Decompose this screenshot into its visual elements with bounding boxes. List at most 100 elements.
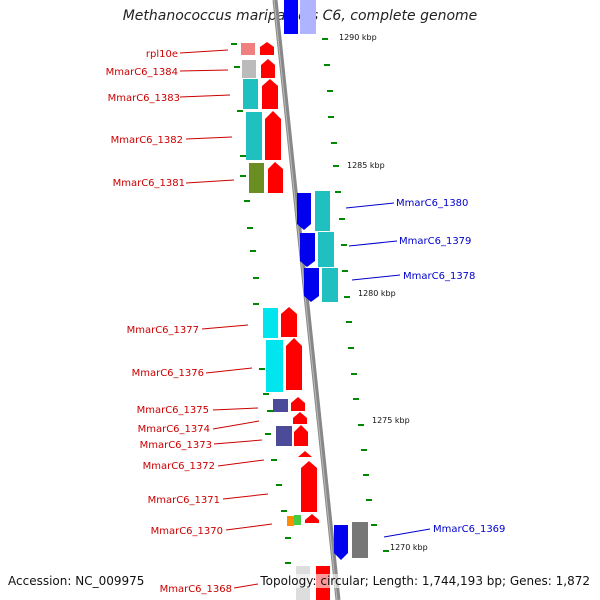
scale-dash	[322, 38, 328, 40]
gene-box-1380[interactable]	[315, 191, 330, 231]
scale-dash	[265, 433, 271, 435]
scale-dash	[361, 449, 367, 451]
gene-label-1373[interactable]: MmarC6_1373	[140, 440, 212, 451]
gene-arrow-1375[interactable]	[291, 397, 305, 411]
gene-arrow-1372[interactable]	[298, 451, 312, 457]
gene-arrow-1377[interactable]	[281, 307, 297, 337]
tick-label-1285: 1285 kbp	[347, 161, 385, 170]
gene-box-1384[interactable]	[242, 60, 256, 78]
tick-label-1270: 1270 kbp	[390, 543, 428, 552]
tick-label-1290: 1290 kbp	[339, 33, 377, 42]
gene-arrow-1378[interactable]	[304, 268, 319, 302]
gene-arrow-1371[interactable]	[301, 461, 317, 512]
scale-dash	[259, 368, 265, 370]
gene-box-1370-green[interactable]	[294, 515, 301, 525]
gene-label-rpl10e[interactable]: rpl10e	[146, 49, 178, 60]
gene-label-1380[interactable]: MmarC6_1380	[396, 198, 468, 209]
scale-dash	[353, 398, 359, 400]
gene-box-1383[interactable]	[243, 79, 258, 109]
gene-label-1375[interactable]: MmarC6_1375	[137, 405, 209, 416]
scale-dash	[366, 499, 372, 501]
gene-label-1376[interactable]: MmarC6_1376	[132, 368, 204, 379]
gene-arrow-1369[interactable]	[334, 525, 348, 560]
scale-dash	[324, 64, 330, 66]
gene-label-1370[interactable]: MmarC6_1370	[151, 526, 223, 537]
gene-arrow-1376[interactable]	[286, 338, 302, 390]
scale-dash	[231, 43, 237, 45]
scale-dash	[342, 270, 348, 272]
gene-arrow-1379[interactable]	[300, 233, 315, 267]
genome-backbone-highlight	[273, 0, 338, 600]
scale-dash	[363, 474, 369, 476]
scale-dash	[267, 410, 273, 412]
scale-dash	[281, 510, 287, 512]
scale-dash	[346, 321, 352, 323]
scale-dash	[285, 537, 291, 539]
scale-dash	[244, 200, 250, 202]
map-title: Methanococcus maripaludis C6, complete g…	[122, 8, 478, 24]
scale-dash	[383, 550, 389, 552]
gene-box-1377[interactable]	[263, 308, 278, 338]
scale-dash	[371, 524, 377, 526]
gene-arrow-1382[interactable]	[265, 111, 281, 160]
accession-text: Accession: NC_009975	[8, 574, 145, 588]
gene-label-1369[interactable]: MmarC6_1369	[433, 524, 505, 535]
gene-arrow-1370[interactable]	[305, 514, 319, 523]
genome-backbone	[272, 0, 341, 600]
gene-label-1381[interactable]: MmarC6_1381	[113, 178, 185, 189]
gene-reverse-top-light[interactable]	[300, 0, 316, 34]
scale-dash	[253, 303, 259, 305]
gene-arrow-1374[interactable]	[293, 412, 307, 424]
gene-box-1378[interactable]	[322, 268, 338, 302]
gene-arrow-1373[interactable]	[294, 425, 308, 446]
scale-dash	[341, 244, 347, 246]
scale-dash	[327, 90, 333, 92]
gene-arrow-1383[interactable]	[262, 79, 278, 109]
scale-dash	[237, 110, 243, 112]
gene-arrow-rpl10e[interactable]	[260, 42, 274, 55]
tick-label-1275: 1275 kbp	[372, 416, 410, 425]
scale-dash	[247, 227, 253, 229]
gene-label-1378[interactable]: MmarC6_1378	[403, 271, 475, 282]
gene-label-1374[interactable]: MmarC6_1374	[138, 424, 210, 435]
gene-label-1377[interactable]: MmarC6_1377	[127, 325, 199, 336]
scale-dash	[358, 424, 364, 426]
gene-label-1379[interactable]: MmarC6_1379	[399, 236, 471, 247]
gene-label-1383[interactable]: MmarC6_1383	[108, 93, 180, 104]
gene-arrow-1381[interactable]	[268, 162, 283, 193]
gene-label-1368[interactable]: MmarC6_1368	[160, 584, 232, 595]
gene-box-1375[interactable]	[273, 399, 288, 412]
scale-dash	[253, 277, 259, 279]
gene-reverse-top[interactable]	[284, 0, 298, 34]
gene-box-1370-orange[interactable]	[287, 516, 294, 526]
scale-dash	[285, 562, 291, 564]
gene-label-1384[interactable]: MmarC6_1384	[106, 67, 178, 78]
gene-box-1379[interactable]	[318, 232, 334, 267]
scale-dash	[339, 218, 345, 220]
gene-arrow-1380[interactable]	[297, 193, 311, 230]
scale-dash	[335, 191, 341, 193]
genome-summary: Topology: circular; Length: 1,744,193 bp…	[260, 574, 590, 588]
scale-dash	[351, 373, 357, 375]
gene-box-1381[interactable]	[249, 163, 264, 193]
gene-box-1382[interactable]	[246, 112, 262, 160]
gene-label-1371[interactable]: MmarC6_1371	[148, 495, 220, 506]
scale-dash	[263, 393, 269, 395]
scale-dash	[276, 484, 282, 486]
scale-dash	[240, 155, 246, 157]
gene-box-1373[interactable]	[276, 426, 292, 446]
scale-dash	[331, 142, 337, 144]
scale-dash	[328, 116, 334, 118]
gene-box-1376[interactable]	[266, 340, 283, 392]
scale-dash	[271, 459, 277, 461]
scale-dash	[333, 165, 339, 167]
scale-dash	[234, 66, 240, 68]
gene-label-1372[interactable]: MmarC6_1372	[143, 461, 215, 472]
scale-dash	[348, 347, 354, 349]
gene-box-rpl10e[interactable]	[241, 43, 255, 55]
gene-box-1369[interactable]	[352, 522, 368, 558]
gene-label-1382[interactable]: MmarC6_1382	[111, 135, 183, 146]
scale-dash	[240, 175, 246, 177]
gene-arrow-1384[interactable]	[261, 59, 275, 78]
